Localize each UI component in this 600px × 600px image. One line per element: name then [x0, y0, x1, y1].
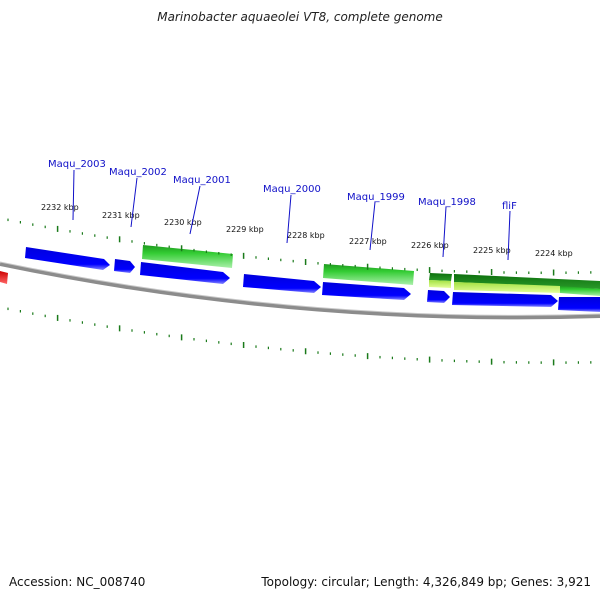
gene-label: Maqu_2000	[263, 184, 321, 195]
genome-backbone-highlight	[0, 261, 600, 316]
red-feature	[0, 271, 8, 284]
kbp-label: 2232 kbp	[41, 203, 79, 212]
gene-arrow-maqu-2000	[243, 274, 321, 293]
kbp-label: 2225 kbp	[473, 246, 511, 255]
gene-arrow-maqu-1999	[322, 282, 411, 300]
kbp-label: 2231 kbp	[102, 211, 140, 220]
genome-backbone	[0, 262, 600, 320]
gene-label: Maqu_2002	[109, 167, 167, 178]
gene-arrow-maqu-2002	[114, 259, 135, 273]
gene-arrow-maqu-1998	[427, 290, 450, 303]
green-gene-2	[323, 264, 414, 285]
map-title: Marinobacter aquaeolei VT8, complete gen…	[157, 10, 443, 24]
kbp-label: 2228 kbp	[287, 231, 325, 240]
leader-maqu-2003	[72, 169, 75, 221]
gene-labels: Maqu_2003 Maqu_2002 Maqu_2001 Maqu_2000 …	[48, 159, 517, 212]
gene-label: Maqu_1999	[347, 192, 405, 203]
gene-arrow-right-edge	[558, 297, 600, 312]
gene-label-leaders	[72, 169, 511, 261]
leader-flif	[507, 210, 511, 261]
gene-arrow-flif	[452, 292, 558, 307]
green-gene-long-dark	[454, 274, 600, 289]
leader-maqu-1998	[442, 206, 447, 258]
outer-scale-ticks	[7, 218, 592, 276]
leader-maqu-2000	[286, 194, 292, 244]
gene-label: Maqu_2003	[48, 159, 106, 170]
leader-maqu-2001	[189, 185, 201, 235]
gene-label: Maqu_2001	[173, 175, 231, 186]
gene-label: Maqu_1998	[418, 197, 476, 208]
green-gene-long-tail	[560, 286, 600, 296]
green-gene-1	[142, 245, 233, 268]
gene-arrow-maqu-2001	[140, 262, 230, 284]
accession-text: Accession: NC_008740	[9, 575, 146, 589]
kbp-label: 2224 kbp	[535, 249, 573, 258]
gene-arrow-maqu-2003	[25, 247, 110, 270]
leader-maqu-2002	[130, 177, 138, 228]
reverse-strand-genes	[142, 245, 600, 296]
kbp-label: 2227 kbp	[349, 237, 387, 246]
forward-strand-genes	[25, 247, 600, 312]
leader-maqu-1999	[369, 201, 376, 251]
kbp-scale-labels: 2232 kbp 2231 kbp 2230 kbp 2229 kbp 2228…	[41, 203, 573, 258]
kbp-label: 2229 kbp	[226, 225, 264, 234]
green-gene-light	[429, 280, 451, 288]
green-gene-long-lime	[454, 282, 560, 293]
genome-summary-text: Topology: circular; Length: 4,326,849 bp…	[261, 575, 591, 589]
kbp-label: 2230 kbp	[164, 218, 202, 227]
kbp-label: 2226 kbp	[411, 241, 449, 250]
gene-label: fliF	[502, 201, 517, 212]
green-gene-dark	[429, 273, 452, 281]
inner-scale-ticks	[7, 307, 592, 366]
